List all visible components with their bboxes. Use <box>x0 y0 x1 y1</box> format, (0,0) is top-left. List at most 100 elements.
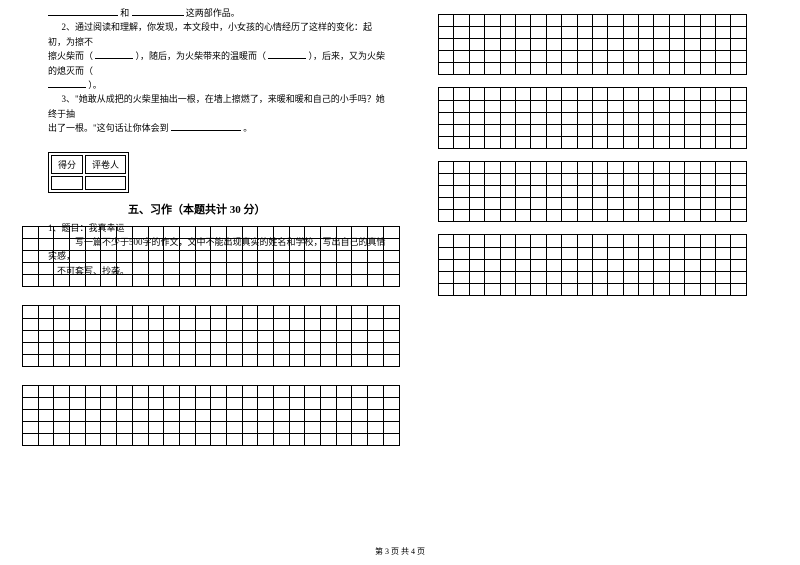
grid-cell[interactable] <box>258 251 274 263</box>
writing-grid[interactable] <box>438 161 747 222</box>
grid-cell[interactable] <box>577 186 592 198</box>
grid-cell[interactable] <box>700 124 715 136</box>
grid-cell[interactable] <box>70 385 86 397</box>
grid-cell[interactable] <box>623 112 638 124</box>
writing-grid[interactable] <box>22 226 400 287</box>
grid-cell[interactable] <box>85 227 101 239</box>
grid-cell[interactable] <box>731 174 746 186</box>
grid-cell[interactable] <box>608 259 623 271</box>
grid-cell[interactable] <box>274 422 290 434</box>
grid-cell[interactable] <box>669 63 684 75</box>
grid-cell[interactable] <box>439 174 454 186</box>
grid-cell[interactable] <box>531 15 546 27</box>
grid-cell[interactable] <box>258 385 274 397</box>
grid-cell[interactable] <box>608 27 623 39</box>
grid-cell[interactable] <box>195 227 211 239</box>
grid-cell[interactable] <box>321 263 337 275</box>
grid-cell[interactable] <box>515 174 530 186</box>
grid-cell[interactable] <box>439 198 454 210</box>
grid-cell[interactable] <box>195 251 211 263</box>
grid-cell[interactable] <box>226 263 242 275</box>
grid-cell[interactable] <box>211 239 227 251</box>
grid-cell[interactable] <box>515 88 530 100</box>
grid-cell[interactable] <box>500 271 515 283</box>
grid-cell[interactable] <box>383 385 399 397</box>
grid-cell[interactable] <box>258 410 274 422</box>
grid-cell[interactable] <box>454 112 469 124</box>
grid-cell[interactable] <box>562 186 577 198</box>
grid-cell[interactable] <box>101 385 117 397</box>
grid-cell[interactable] <box>531 271 546 283</box>
grid-cell[interactable] <box>700 186 715 198</box>
grid-cell[interactable] <box>368 251 384 263</box>
grid-cell[interactable] <box>321 306 337 318</box>
grid-cell[interactable] <box>469 235 484 247</box>
grid-cell[interactable] <box>515 235 530 247</box>
grid-cell[interactable] <box>485 235 500 247</box>
grid-cell[interactable] <box>383 434 399 446</box>
grid-cell[interactable] <box>639 100 654 112</box>
grid-cell[interactable] <box>211 306 227 318</box>
grid-cell[interactable] <box>38 422 54 434</box>
grid-cell[interactable] <box>85 263 101 275</box>
grid-cell[interactable] <box>592 39 607 51</box>
grid-cell[interactable] <box>383 263 399 275</box>
grid-cell[interactable] <box>608 210 623 222</box>
grid-cell[interactable] <box>454 161 469 173</box>
grid-cell[interactable] <box>515 198 530 210</box>
grid-cell[interactable] <box>639 39 654 51</box>
grid-cell[interactable] <box>336 434 352 446</box>
grid-cell[interactable] <box>321 330 337 342</box>
grid-cell[interactable] <box>336 275 352 287</box>
grid-cell[interactable] <box>669 39 684 51</box>
grid-cell[interactable] <box>352 398 368 410</box>
grid-cell[interactable] <box>562 198 577 210</box>
grid-cell[interactable] <box>485 100 500 112</box>
grid-cell[interactable] <box>592 174 607 186</box>
grid-cell[interactable] <box>148 330 164 342</box>
grid-cell[interactable] <box>592 124 607 136</box>
grid-cell[interactable] <box>439 136 454 148</box>
grid-cell[interactable] <box>305 434 321 446</box>
grid-cell[interactable] <box>258 398 274 410</box>
grid-cell[interactable] <box>70 251 86 263</box>
grid-cell[interactable] <box>23 239 39 251</box>
grid-cell[interactable] <box>242 385 258 397</box>
grid-cell[interactable] <box>731 271 746 283</box>
grid-cell[interactable] <box>368 398 384 410</box>
grid-cell[interactable] <box>592 235 607 247</box>
grid-cell[interactable] <box>211 263 227 275</box>
grid-cell[interactable] <box>639 136 654 148</box>
grid-cell[interactable] <box>500 174 515 186</box>
grid-cell[interactable] <box>70 263 86 275</box>
grid-cell[interactable] <box>439 210 454 222</box>
grid-cell[interactable] <box>23 306 39 318</box>
grid-cell[interactable] <box>546 198 561 210</box>
grid-cell[interactable] <box>577 88 592 100</box>
grid-cell[interactable] <box>439 124 454 136</box>
grid-cell[interactable] <box>608 186 623 198</box>
grid-cell[interactable] <box>305 275 321 287</box>
grid-cell[interactable] <box>38 275 54 287</box>
grid-cell[interactable] <box>226 251 242 263</box>
grid-cell[interactable] <box>383 306 399 318</box>
grid-cell[interactable] <box>352 422 368 434</box>
grid-cell[interactable] <box>469 15 484 27</box>
grid-cell[interactable] <box>352 385 368 397</box>
grid-cell[interactable] <box>274 330 290 342</box>
grid-cell[interactable] <box>274 239 290 251</box>
grid-cell[interactable] <box>164 275 180 287</box>
grid-cell[interactable] <box>577 235 592 247</box>
grid-cell[interactable] <box>654 136 669 148</box>
grid-cell[interactable] <box>258 354 274 366</box>
grid-cell[interactable] <box>546 136 561 148</box>
grid-cell[interactable] <box>352 306 368 318</box>
grid-cell[interactable] <box>531 136 546 148</box>
grid-cell[interactable] <box>368 434 384 446</box>
grid-cell[interactable] <box>485 51 500 63</box>
grid-cell[interactable] <box>132 275 148 287</box>
grid-cell[interactable] <box>469 124 484 136</box>
grid-cell[interactable] <box>685 210 700 222</box>
grid-cell[interactable] <box>383 422 399 434</box>
blank-4[interactable] <box>268 50 306 59</box>
